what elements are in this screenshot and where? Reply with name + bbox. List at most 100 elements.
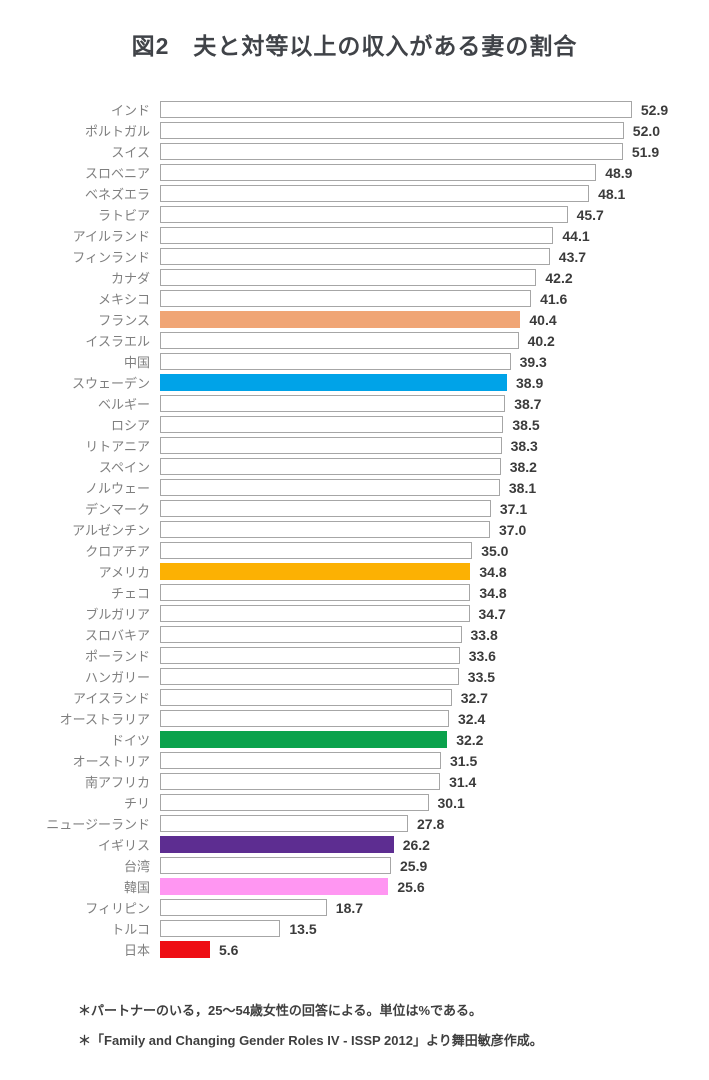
bar xyxy=(160,857,391,874)
chart-row: カナダ 42.2 xyxy=(0,267,709,288)
value-label: 13.5 xyxy=(289,920,317,937)
value-label: 40.2 xyxy=(527,332,555,349)
country-label: インド xyxy=(110,103,150,118)
chart-row: スロバキア 33.8 xyxy=(0,624,709,645)
country-label: オーストリア xyxy=(72,754,150,769)
bar xyxy=(160,290,532,307)
chart-row: イスラエル 40.2 xyxy=(0,330,709,351)
value-label: 44.1 xyxy=(562,227,590,244)
country-label: ロシア xyxy=(110,418,150,433)
bar xyxy=(160,605,470,622)
value-label: 38.2 xyxy=(509,458,537,475)
chart-row: ポーランド 33.6 xyxy=(0,645,709,666)
country-label: 台湾 xyxy=(123,859,150,874)
bar xyxy=(160,437,502,454)
value-label: 38.3 xyxy=(510,437,538,454)
bar xyxy=(160,563,471,580)
chart-row: 南アフリカ 31.4 xyxy=(0,771,709,792)
bar xyxy=(160,143,623,160)
country-label: ポルトガル xyxy=(84,124,150,139)
country-label: ノルウェー xyxy=(84,481,150,496)
bar xyxy=(160,542,473,559)
country-label: フィンランド xyxy=(72,250,150,265)
chart-row: ハンガリー 33.5 xyxy=(0,666,709,687)
country-label: スウェーデン xyxy=(71,376,150,391)
country-label: ニュージーランド xyxy=(46,817,150,832)
country-label: ポーランド xyxy=(84,649,150,664)
chart-row: ノルウェー 38.1 xyxy=(0,477,709,498)
bar xyxy=(160,395,506,412)
value-label: 33.5 xyxy=(467,668,496,685)
bar xyxy=(160,815,408,832)
value-label: 30.1 xyxy=(437,794,465,811)
bar xyxy=(160,752,441,769)
chart-row: ベルギー 38.7 xyxy=(0,393,709,414)
country-label: メキシコ xyxy=(97,292,150,307)
chart-row: メキシコ 41.6 xyxy=(0,288,709,309)
chart-row: インド 52.9 xyxy=(0,99,709,120)
chart-row: チリ 30.1 xyxy=(0,792,709,813)
country-label: アイスランド xyxy=(73,691,150,706)
value-label: 34.7 xyxy=(478,605,506,622)
country-label: イスラエル xyxy=(85,334,150,349)
chart-row: フィリピン 18.7 xyxy=(0,897,709,918)
value-label: 38.5 xyxy=(512,416,540,433)
chart-row: 中国 39.3 xyxy=(0,351,709,372)
value-label: 25.6 xyxy=(397,878,425,895)
chart-row: オーストラリア 32.4 xyxy=(0,708,709,729)
country-label: チリ xyxy=(123,796,150,811)
value-label: 48.1 xyxy=(598,185,626,202)
value-label: 38.9 xyxy=(516,374,544,391)
country-label: カナダ xyxy=(110,271,150,286)
value-label: 41.6 xyxy=(540,290,568,307)
country-label: ドイツ xyxy=(110,733,150,748)
bar xyxy=(160,164,597,181)
value-label: 5.6 xyxy=(219,941,239,958)
country-label: スイス xyxy=(111,145,150,160)
value-label: 52.0 xyxy=(632,122,661,139)
chart-row: オーストリア 31.5 xyxy=(0,750,709,771)
value-label: 27.8 xyxy=(417,815,445,832)
value-label: 34.8 xyxy=(479,584,507,601)
footnotes: ＊パートナーのいる，25～54歳女性の回答による。単位は%である。 ＊「Fami… xyxy=(78,996,709,1056)
value-label: 32.4 xyxy=(458,710,486,727)
country-label: チェコ xyxy=(110,586,150,601)
chart-row: リトアニア 38.3 xyxy=(0,435,709,456)
chart-row: 韓国 25.6 xyxy=(0,876,709,897)
chart-row: スペイン 38.2 xyxy=(0,456,709,477)
bar xyxy=(160,773,441,790)
country-label: ベネズエラ xyxy=(84,187,150,202)
country-label: スロベニア xyxy=(84,166,150,181)
bar xyxy=(160,500,491,517)
chart-row: ニュージーランド 27.8 xyxy=(0,813,709,834)
chart-row: クロアチア 35.0 xyxy=(0,540,709,561)
chart-row: スイス 51.9 xyxy=(0,141,709,162)
chart-row: アルゼンチン 37.0 xyxy=(0,519,709,540)
chart-row: アイスランド 32.7 xyxy=(0,687,709,708)
footnote-2: ＊「Family and Changing Gender Roles IV - … xyxy=(78,1033,543,1048)
value-label: 37.0 xyxy=(499,521,527,538)
bar xyxy=(160,248,550,265)
bar xyxy=(160,920,281,937)
value-label: 25.9 xyxy=(400,857,428,874)
country-label: デンマーク xyxy=(84,502,150,517)
bar-chart: インド 52.9 ポルトガル 52.0 スイス 51.9 スロベニア 48.9 ベネズエラ 48.… xyxy=(0,99,709,960)
bar xyxy=(160,269,537,286)
chart-row: デンマーク 37.1 xyxy=(0,498,709,519)
value-label: 32.7 xyxy=(460,689,488,706)
value-label: 33.6 xyxy=(468,647,496,664)
value-label: 31.5 xyxy=(450,752,478,769)
country-label: フランス xyxy=(98,313,150,328)
bar xyxy=(160,794,429,811)
bar xyxy=(160,101,632,118)
bar xyxy=(160,227,554,244)
chart-title: 図2 夫と対等以上の収入がある妻の割合 xyxy=(131,33,578,59)
value-label: 31.4 xyxy=(449,773,477,790)
country-label: アイルランド xyxy=(72,229,150,244)
value-label: 45.7 xyxy=(576,206,604,223)
chart-row: スロベニア 48.9 xyxy=(0,162,709,183)
bar xyxy=(160,479,500,496)
value-label: 33.8 xyxy=(470,626,498,643)
footnote-1: ＊パートナーのいる，25～54歳女性の回答による。単位は%である。 xyxy=(78,1003,482,1018)
